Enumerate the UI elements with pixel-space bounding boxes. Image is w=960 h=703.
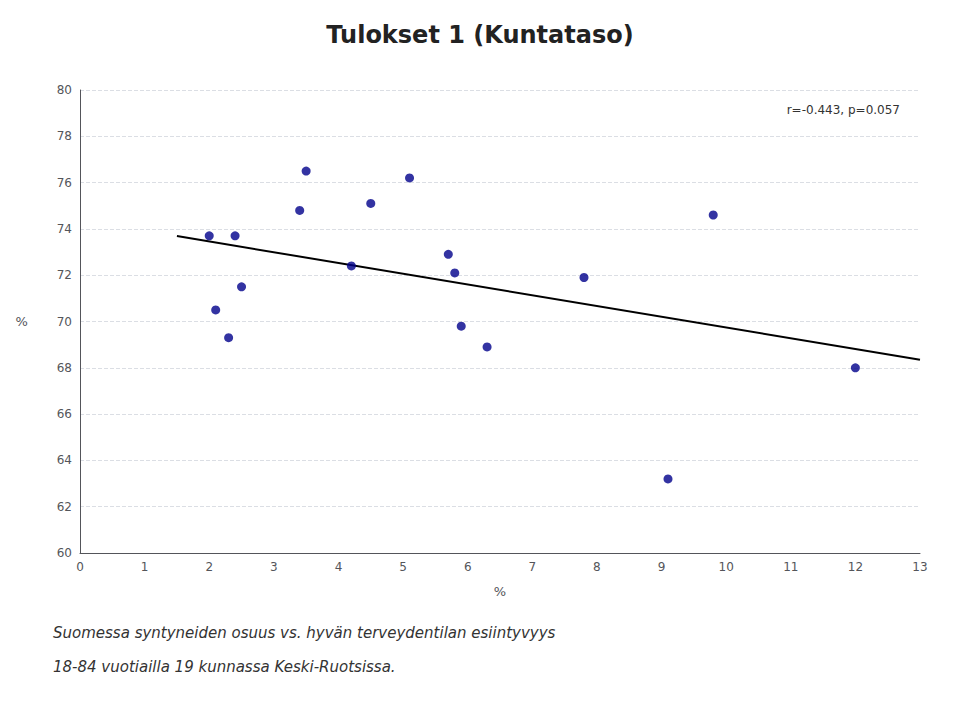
svg-text:76: 76 — [57, 176, 72, 190]
svg-text:66: 66 — [57, 407, 72, 421]
svg-text:%: % — [494, 584, 506, 599]
svg-text:12: 12 — [848, 560, 863, 574]
svg-text:6: 6 — [464, 560, 472, 574]
svg-text:0: 0 — [76, 560, 84, 574]
svg-text:11: 11 — [783, 560, 798, 574]
svg-text:62: 62 — [57, 500, 72, 514]
svg-text:1: 1 — [141, 560, 149, 574]
svg-text:80: 80 — [57, 83, 72, 97]
svg-text:74: 74 — [57, 222, 72, 236]
svg-text:78: 78 — [57, 129, 72, 143]
svg-text:70: 70 — [57, 315, 72, 329]
svg-text:r=-0.443, p=0.057: r=-0.443, p=0.057 — [787, 103, 900, 117]
svg-text:%: % — [16, 314, 33, 329]
svg-text:64: 64 — [57, 453, 72, 467]
svg-text:9: 9 — [658, 560, 666, 574]
svg-text:60: 60 — [57, 546, 72, 560]
svg-text:5: 5 — [399, 560, 407, 574]
svg-text:13: 13 — [912, 560, 927, 574]
svg-text:8: 8 — [593, 560, 601, 574]
svg-text:4: 4 — [335, 560, 343, 574]
svg-text:7: 7 — [528, 560, 536, 574]
svg-text:Suomessa syntyneiden osuus vs.: Suomessa syntyneiden osuus vs. hyvän ter… — [53, 624, 556, 642]
svg-text:18-84 vuotiailla 19 kunnassa K: 18-84 vuotiailla 19 kunnassa Keski-Ruots… — [53, 658, 396, 676]
svg-text:10: 10 — [719, 560, 734, 574]
svg-text:3: 3 — [270, 560, 278, 574]
svg-text:68: 68 — [57, 361, 72, 375]
svg-text:72: 72 — [57, 268, 72, 282]
svg-text:2: 2 — [205, 560, 213, 574]
svg-text:Tulokset 1 (Kuntataso): Tulokset 1 (Kuntataso) — [326, 21, 633, 49]
